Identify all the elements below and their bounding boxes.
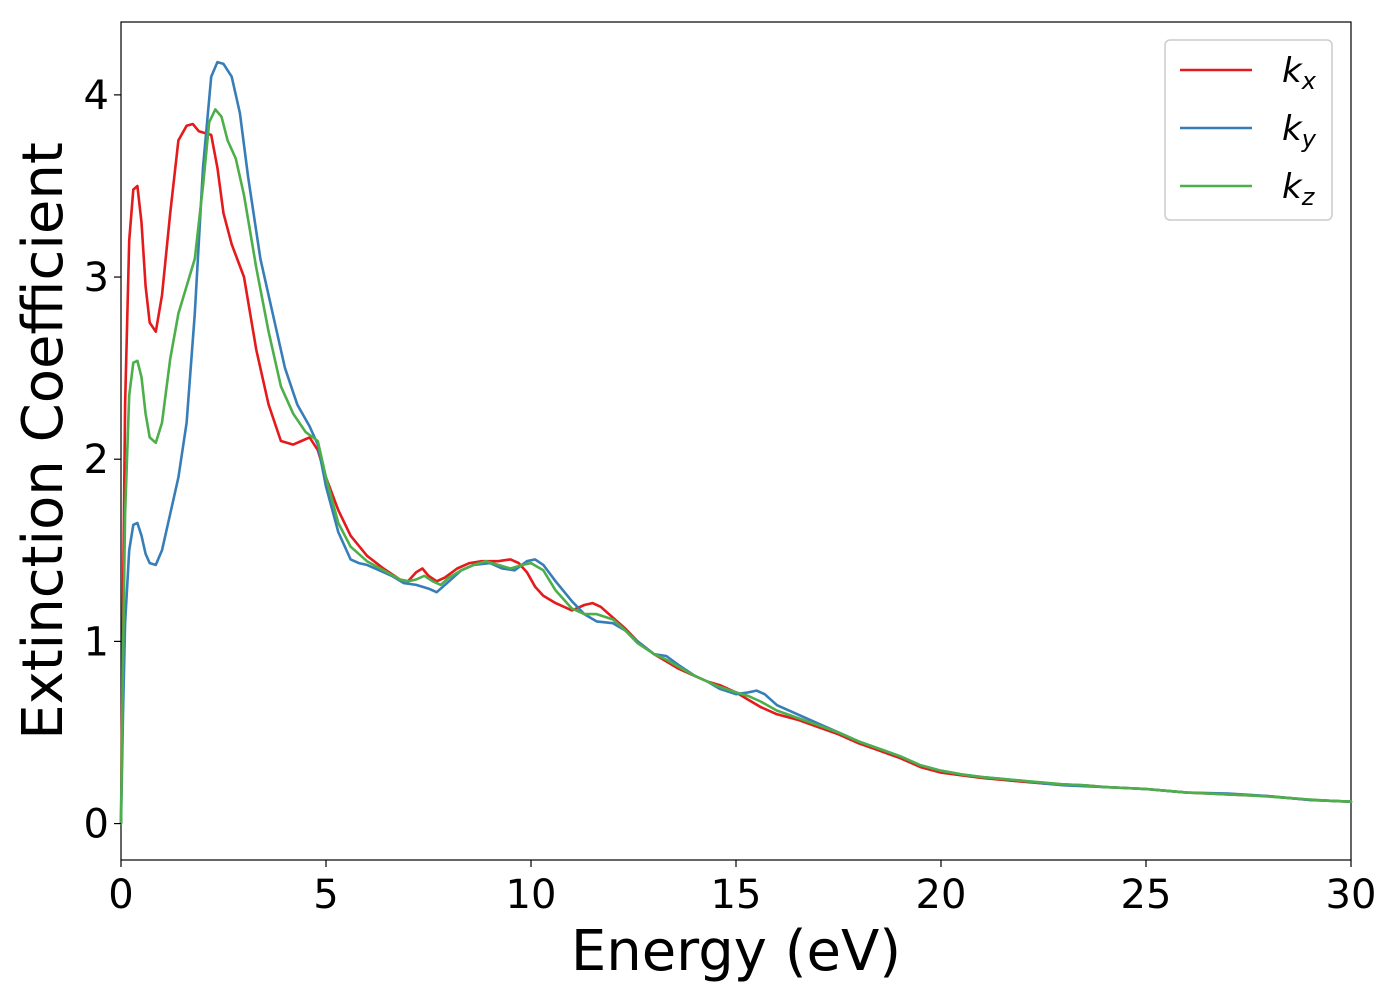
y-axis-label: Extinction Coefficient xyxy=(11,142,76,740)
legend-label-ky: ky xyxy=(1282,109,1317,153)
legend-label-kz: kz xyxy=(1282,167,1316,211)
x-tick-label: 0 xyxy=(108,872,133,918)
legend-label-main: k xyxy=(1282,109,1303,149)
legend-label-kx: kx xyxy=(1282,51,1317,95)
legend-label-main: k xyxy=(1282,51,1303,91)
x-tick-label: 20 xyxy=(916,872,967,918)
y-tick-label: 4 xyxy=(84,73,109,119)
y-tick-label: 0 xyxy=(84,802,109,848)
legend-label-subscript: y xyxy=(1301,125,1317,153)
x-tick-label: 25 xyxy=(1121,872,1172,918)
plot-area xyxy=(120,21,1352,861)
x-axis-label: Energy (eV) xyxy=(571,919,901,984)
y-tick-label: 3 xyxy=(84,255,109,301)
x-tick-label: 30 xyxy=(1326,872,1377,918)
x-tick-label: 10 xyxy=(506,872,557,918)
legend-label-subscript: x xyxy=(1301,67,1317,95)
series-line-kz xyxy=(119,108,1353,825)
legend-label-subscript: z xyxy=(1301,183,1316,211)
x-tick-label: 5 xyxy=(313,872,338,918)
x-tick-label: 15 xyxy=(711,872,762,918)
y-ticks: 0 1 2 3 4 xyxy=(84,73,121,848)
series-layer xyxy=(119,60,1353,825)
y-tick-label: 2 xyxy=(84,437,109,483)
legend-box xyxy=(1164,39,1333,221)
legend-label-main: k xyxy=(1282,167,1303,207)
x-ticks: 0 5 10 15 20 25 30 xyxy=(108,860,1376,918)
y-tick-label: 1 xyxy=(84,619,109,665)
